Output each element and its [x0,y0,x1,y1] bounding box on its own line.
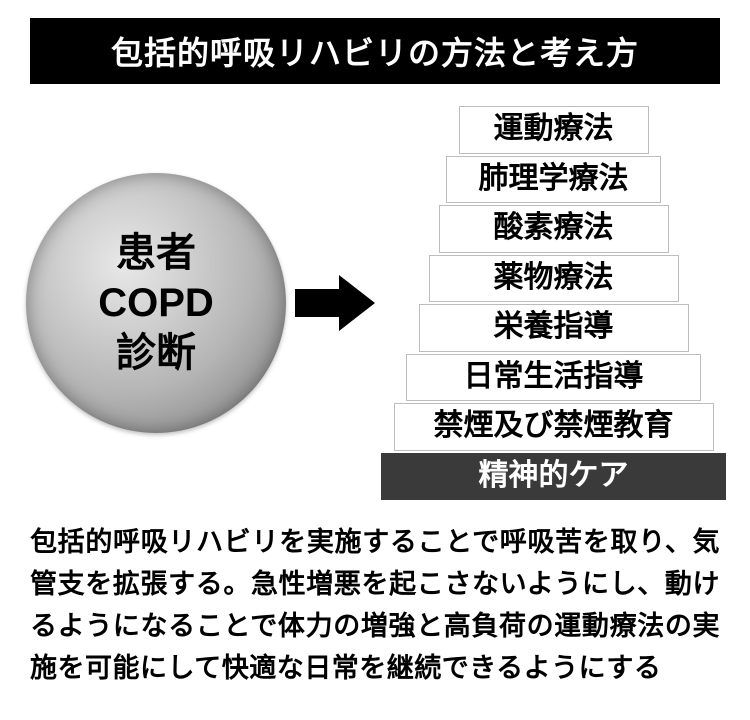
pyramid-step-7: 精神的ケア [381,453,726,501]
pyramid-step-3: 薬物療法 [429,255,679,303]
pyramid-step-0: 運動療法 [459,106,649,154]
patient-circle-wrap: 患者 COPD 診断 [26,173,286,433]
circle-line-1: 患者 [116,228,196,278]
pyramid-step-2: 酸素療法 [439,205,669,253]
patient-circle: 患者 COPD 診断 [26,173,286,433]
description-text: 包括的呼吸リハビリを実施することで呼吸苦を取り、気管支を拡張する。急性増悪を起こ… [30,522,720,689]
circle-line-2: COPD [98,278,214,328]
circle-line-3: 診断 [116,328,196,378]
pyramid-step-6: 禁煙及び禁煙教育 [394,403,714,451]
therapy-pyramid: 運動療法肺理学療法酸素療法薬物療法栄養指導日常生活指導禁煙及び禁煙教育精神的ケア [381,106,726,500]
pyramid-step-5: 日常生活指導 [406,354,701,402]
pyramid-step-1: 肺理学療法 [446,156,661,204]
pyramid-step-4: 栄養指導 [419,304,689,352]
page-title: 包括的呼吸リハビリの方法と考え方 [30,18,720,84]
diagram-row: 患者 COPD 診断 運動療法肺理学療法酸素療法薬物療法栄養指導日常生活指導禁煙… [0,106,750,500]
arrow-icon [292,275,377,331]
